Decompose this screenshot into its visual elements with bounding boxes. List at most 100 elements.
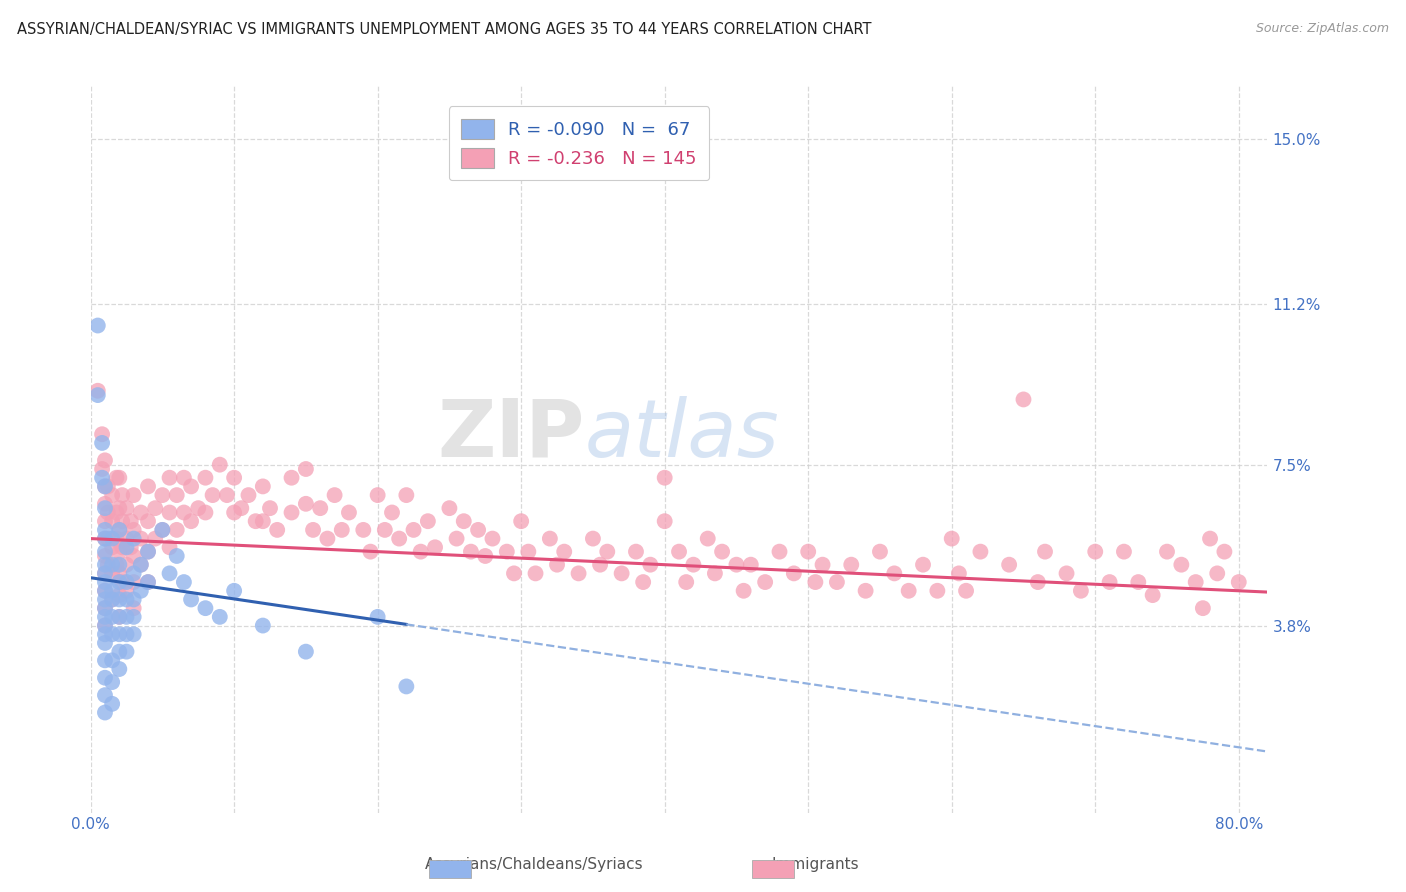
Point xyxy=(1206,566,1229,581)
Point xyxy=(105,471,128,485)
Point xyxy=(122,523,145,537)
Point xyxy=(302,523,325,537)
Point xyxy=(94,566,117,581)
Point xyxy=(94,601,117,615)
Point xyxy=(725,558,748,572)
Point xyxy=(696,532,718,546)
Point xyxy=(129,532,152,546)
Point xyxy=(624,544,647,558)
Point xyxy=(108,544,131,558)
Point xyxy=(159,471,181,485)
Point xyxy=(91,427,114,442)
Point xyxy=(115,645,138,659)
Point xyxy=(352,523,374,537)
Point xyxy=(883,566,905,581)
Point xyxy=(208,458,231,472)
Point xyxy=(323,488,346,502)
Point xyxy=(453,514,475,528)
Point xyxy=(460,544,482,558)
Point xyxy=(111,514,134,528)
Point xyxy=(402,523,425,537)
Point xyxy=(927,583,949,598)
Point xyxy=(94,583,117,598)
Point xyxy=(94,575,117,590)
Point xyxy=(215,488,238,502)
Point xyxy=(101,541,124,555)
Point xyxy=(122,627,145,641)
Point xyxy=(224,506,246,520)
Point xyxy=(94,479,117,493)
Point xyxy=(1156,544,1178,558)
Point xyxy=(115,575,138,590)
Point xyxy=(136,479,159,493)
Point xyxy=(108,645,131,659)
Point xyxy=(740,558,762,572)
Point xyxy=(682,558,704,572)
Point xyxy=(381,506,404,520)
Point xyxy=(166,488,188,502)
Text: atlas: atlas xyxy=(585,396,780,474)
Point xyxy=(245,514,267,528)
Point xyxy=(524,566,547,581)
Point xyxy=(101,583,124,598)
Point xyxy=(101,514,124,528)
Point xyxy=(101,566,124,581)
Point xyxy=(94,523,117,537)
Point xyxy=(101,610,124,624)
Point xyxy=(94,671,117,685)
Point xyxy=(108,610,131,624)
Point xyxy=(538,532,561,546)
Point xyxy=(367,488,389,502)
Point xyxy=(517,544,540,558)
Point xyxy=(668,544,690,558)
Point xyxy=(416,514,439,528)
Text: Immigrants: Immigrants xyxy=(772,857,859,872)
Point xyxy=(395,680,418,694)
Point xyxy=(180,592,202,607)
Point xyxy=(309,501,332,516)
Point xyxy=(631,575,654,590)
Text: Assyrians/Chaldeans/Syriacs: Assyrians/Chaldeans/Syriacs xyxy=(425,857,644,872)
Point xyxy=(1184,575,1206,590)
Point xyxy=(330,523,353,537)
Point xyxy=(610,566,633,581)
Point xyxy=(173,506,195,520)
Point xyxy=(675,575,697,590)
Point xyxy=(969,544,991,558)
Point xyxy=(150,523,173,537)
Point xyxy=(94,636,117,650)
Point xyxy=(94,479,117,493)
Point xyxy=(589,558,612,572)
Point xyxy=(108,662,131,676)
Point xyxy=(101,653,124,667)
Point xyxy=(115,558,138,572)
Point xyxy=(224,471,246,485)
Point xyxy=(94,514,117,528)
Point xyxy=(948,566,970,581)
Point xyxy=(166,523,188,537)
Point xyxy=(159,541,181,555)
Point xyxy=(855,583,877,598)
Point xyxy=(640,558,662,572)
Point xyxy=(94,618,117,632)
Point xyxy=(797,544,820,558)
Point xyxy=(108,558,131,572)
Point xyxy=(1012,392,1035,407)
Point xyxy=(166,549,188,563)
Point xyxy=(101,532,124,546)
Point xyxy=(105,532,128,546)
Point xyxy=(503,566,526,581)
Point xyxy=(108,627,131,641)
Point xyxy=(446,532,468,546)
Text: Source: ZipAtlas.com: Source: ZipAtlas.com xyxy=(1256,22,1389,36)
Point xyxy=(94,706,117,720)
Point xyxy=(768,544,790,558)
Point xyxy=(94,592,117,607)
Point xyxy=(201,488,224,502)
Point xyxy=(280,506,302,520)
Point xyxy=(804,575,827,590)
Point xyxy=(122,532,145,546)
Point xyxy=(252,514,274,528)
Point xyxy=(129,558,152,572)
Point xyxy=(101,675,124,690)
